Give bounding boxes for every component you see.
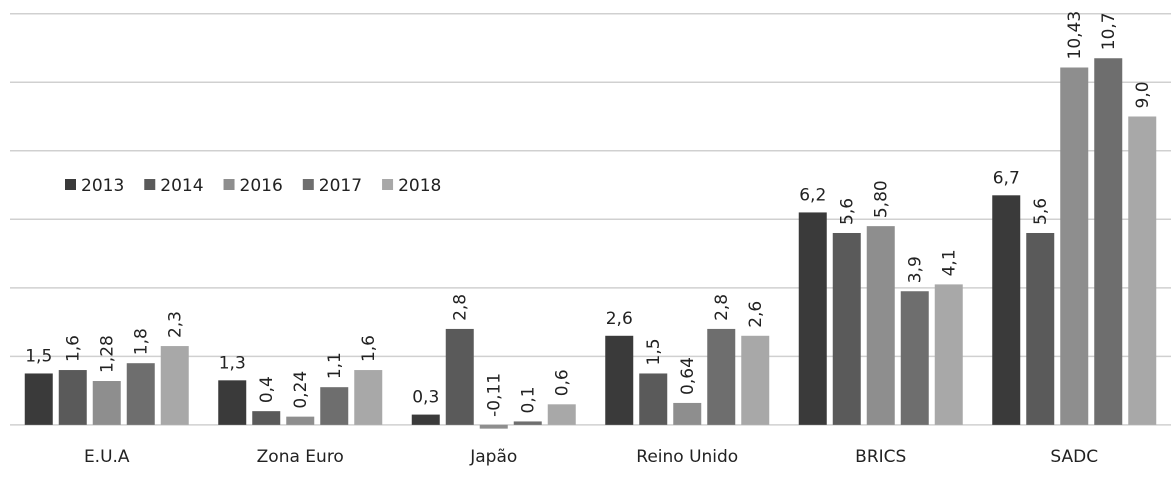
bar (513, 421, 542, 425)
bar (832, 232, 861, 425)
x-tick-label: Reino Unido (636, 447, 738, 467)
legend-swatch (382, 179, 394, 190)
legend-label: 2017 (319, 176, 362, 196)
bar (547, 404, 576, 425)
value-label: 0,6 (553, 369, 573, 396)
bar (445, 328, 474, 425)
x-tick-label: E.U.A (84, 447, 130, 467)
legend-label: 2016 (240, 176, 283, 196)
value-label: 4,1 (940, 249, 960, 276)
bar (900, 291, 929, 425)
value-label: 1,5 (25, 346, 52, 366)
value-label: 0,24 (291, 371, 311, 409)
x-tick-label: Japão (469, 447, 517, 467)
bar (866, 226, 895, 425)
value-label: 1,1 (325, 352, 345, 379)
bar (354, 370, 383, 425)
bar (741, 335, 770, 425)
x-tick-label: SADC (1050, 447, 1098, 467)
value-label: 0,3 (412, 388, 439, 408)
value-label: 10,7 (1099, 12, 1119, 50)
value-label: 6,2 (799, 185, 826, 205)
value-label: 2,6 (606, 309, 633, 329)
bar (1060, 67, 1089, 425)
value-label: 0,64 (678, 357, 698, 395)
value-label: 0,1 (519, 386, 539, 413)
bar (320, 387, 349, 425)
value-label: 0,4 (257, 376, 277, 403)
value-label: -0,11 (485, 373, 505, 417)
bar (1026, 232, 1055, 425)
bar (605, 335, 634, 425)
value-label: 10,43 (1065, 11, 1085, 60)
bar (934, 284, 963, 425)
bar (1128, 116, 1157, 425)
legend-swatch (144, 179, 156, 190)
bar (252, 411, 281, 425)
value-label: 1,6 (64, 335, 84, 362)
value-label: 2,8 (451, 294, 471, 321)
legend-label: 2014 (160, 176, 203, 196)
bar (992, 195, 1021, 425)
value-label: 2,6 (746, 301, 766, 328)
value-label: 1,8 (132, 328, 152, 355)
value-label: 5,80 (872, 180, 892, 218)
bar (411, 414, 440, 425)
bar (58, 370, 87, 425)
bar (673, 402, 702, 425)
bar (218, 380, 247, 425)
bar (286, 416, 315, 425)
value-label: 1,3 (219, 353, 246, 373)
legend-label: 2013 (81, 176, 124, 196)
bar (798, 212, 827, 425)
bar (160, 346, 189, 425)
x-tick-label: BRICS (855, 447, 906, 467)
bar (24, 373, 53, 425)
value-label: 6,7 (993, 168, 1020, 188)
legend-swatch (223, 179, 235, 190)
value-label: 9,0 (1133, 81, 1153, 108)
bar (707, 328, 736, 425)
bar (1094, 58, 1123, 425)
bar (126, 363, 155, 425)
value-label: 1,28 (98, 335, 118, 373)
value-label: 3,9 (906, 256, 926, 283)
value-label: 2,8 (712, 294, 732, 321)
legend-swatch (302, 179, 314, 190)
value-label: 1,5 (644, 338, 664, 365)
value-label: 5,6 (1031, 198, 1051, 225)
value-label: 5,6 (838, 198, 858, 225)
bar (92, 381, 121, 425)
bar (479, 424, 508, 429)
bar (639, 373, 668, 425)
x-tick-label: Zona Euro (257, 447, 344, 467)
legend-label: 2018 (398, 176, 441, 196)
value-label: 2,3 (166, 311, 186, 338)
legend-swatch (65, 179, 76, 190)
value-label: 1,6 (359, 335, 379, 362)
